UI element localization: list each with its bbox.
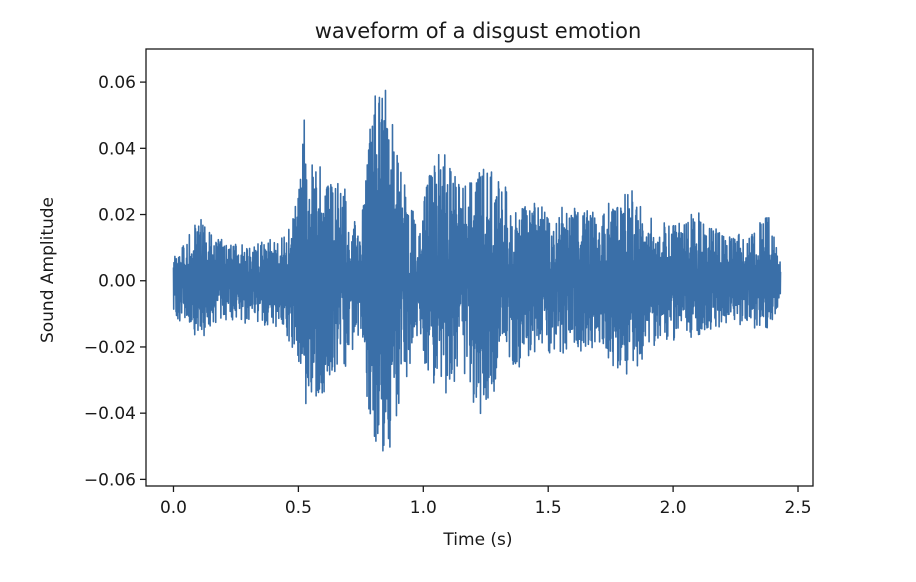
x-tick-label: 2.0 xyxy=(660,498,687,518)
y-tick-label: −0.04 xyxy=(84,404,136,424)
y-tick-label: 0.04 xyxy=(98,139,136,159)
x-tick-label: 0.0 xyxy=(160,498,187,518)
y-tick-label: −0.06 xyxy=(84,470,136,490)
plot-frame xyxy=(145,48,814,487)
chart-title: waveform of a disgust emotion xyxy=(315,19,642,43)
x-tick-label: 0.5 xyxy=(285,498,312,518)
x-tick-label: 2.5 xyxy=(784,498,811,518)
y-tick-label: −0.02 xyxy=(84,338,136,358)
y-tick-label: 0.00 xyxy=(98,272,136,292)
y-tick-label: 0.02 xyxy=(98,206,136,226)
x-tick-label: 1.5 xyxy=(535,498,562,518)
x-tick-label: 1.0 xyxy=(410,498,437,518)
x-axis-label: Time (s) xyxy=(442,530,512,550)
y-axis: −0.06 −0.04 −0.02 0.00 0.02 0.04 0.06 xyxy=(84,73,146,490)
y-tick-label: 0.06 xyxy=(98,73,136,93)
waveform-series xyxy=(172,89,782,452)
x-axis: 0.0 0.5 1.0 1.5 2.0 2.5 xyxy=(160,486,812,518)
waveform-line xyxy=(172,89,782,452)
y-axis-label: Sound Amplitude xyxy=(38,197,58,343)
